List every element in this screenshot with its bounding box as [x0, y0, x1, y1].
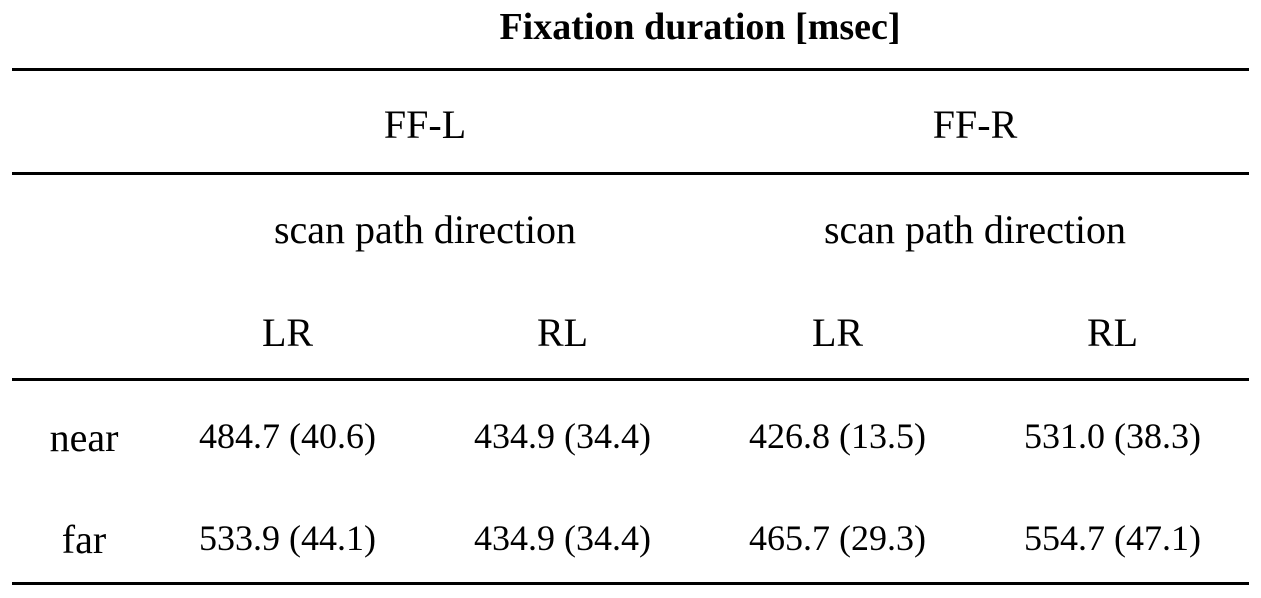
bottom-rule [12, 582, 1249, 585]
table-cell: 554.7 (47.1) [1024, 518, 1201, 558]
table-title: Fixation duration [msec] [499, 6, 901, 48]
subheader-ff-l: scan path direction [273, 207, 577, 252]
col-header-ff-r-rl: RL [1086, 310, 1139, 355]
table-cell: 434.9 (34.4) [474, 416, 651, 456]
subheader-ff-r: scan path direction [823, 207, 1127, 252]
row-label-far: far [61, 517, 107, 562]
col-header-ff-l-lr: LR [261, 310, 314, 355]
table-cell: 465.7 (29.3) [749, 518, 926, 558]
table-cell: 484.7 (40.6) [199, 416, 376, 456]
col-header-ff-l-rl: RL [536, 310, 589, 355]
header-rule [12, 378, 1249, 381]
group-rule [12, 172, 1249, 175]
table-cell: 434.9 (34.4) [474, 518, 651, 558]
group-header-ff-r: FF-R [932, 102, 1018, 147]
table-cell: 531.0 (38.3) [1024, 416, 1201, 456]
col-header-ff-r-lr: LR [811, 310, 864, 355]
top-rule [12, 68, 1249, 71]
row-label-near: near [49, 415, 119, 460]
group-header-ff-l: FF-L [383, 102, 467, 147]
table-cell: 533.9 (44.1) [199, 518, 376, 558]
table-cell: 426.8 (13.5) [749, 416, 926, 456]
